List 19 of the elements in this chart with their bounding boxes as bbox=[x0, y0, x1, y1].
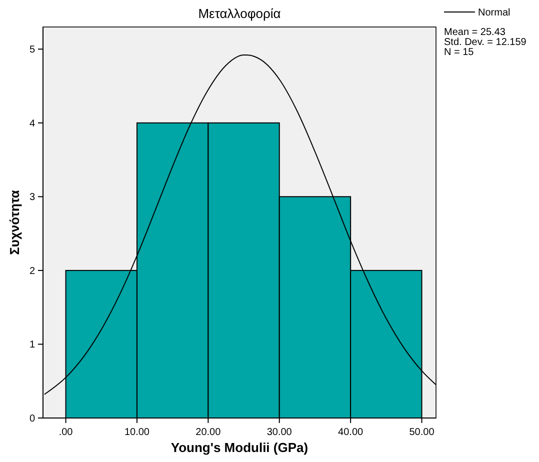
x-tick-label: 30.00 bbox=[266, 427, 292, 438]
x-tick-label: .00 bbox=[58, 427, 74, 438]
y-tick-label: 1 bbox=[29, 340, 36, 351]
x-tick-label: 40.00 bbox=[338, 427, 364, 438]
x-axis-title: Young's Modulii (GPa) bbox=[170, 440, 308, 455]
legend-label: Normal bbox=[478, 8, 510, 18]
text: Std. Dev. = 12.159 bbox=[444, 37, 527, 48]
text: Mean = 25.43 bbox=[444, 27, 506, 38]
x-tick-label: 10.00 bbox=[124, 427, 150, 438]
x-tick-label: 50.00 bbox=[409, 427, 435, 438]
y-tick-label: 2 bbox=[29, 266, 36, 277]
y-tick-label: 0 bbox=[29, 414, 36, 424]
text: N = 15 bbox=[444, 47, 474, 58]
y-tick-label: 4 bbox=[29, 118, 36, 130]
y-axis-title: Συχνότητα bbox=[7, 190, 22, 255]
chart-title: Μεταλλοφορία bbox=[198, 6, 282, 21]
y-tick-label: 5 bbox=[29, 44, 36, 56]
x-tick-label: 20.00 bbox=[196, 427, 222, 438]
y-tick-label: 3 bbox=[29, 192, 36, 204]
